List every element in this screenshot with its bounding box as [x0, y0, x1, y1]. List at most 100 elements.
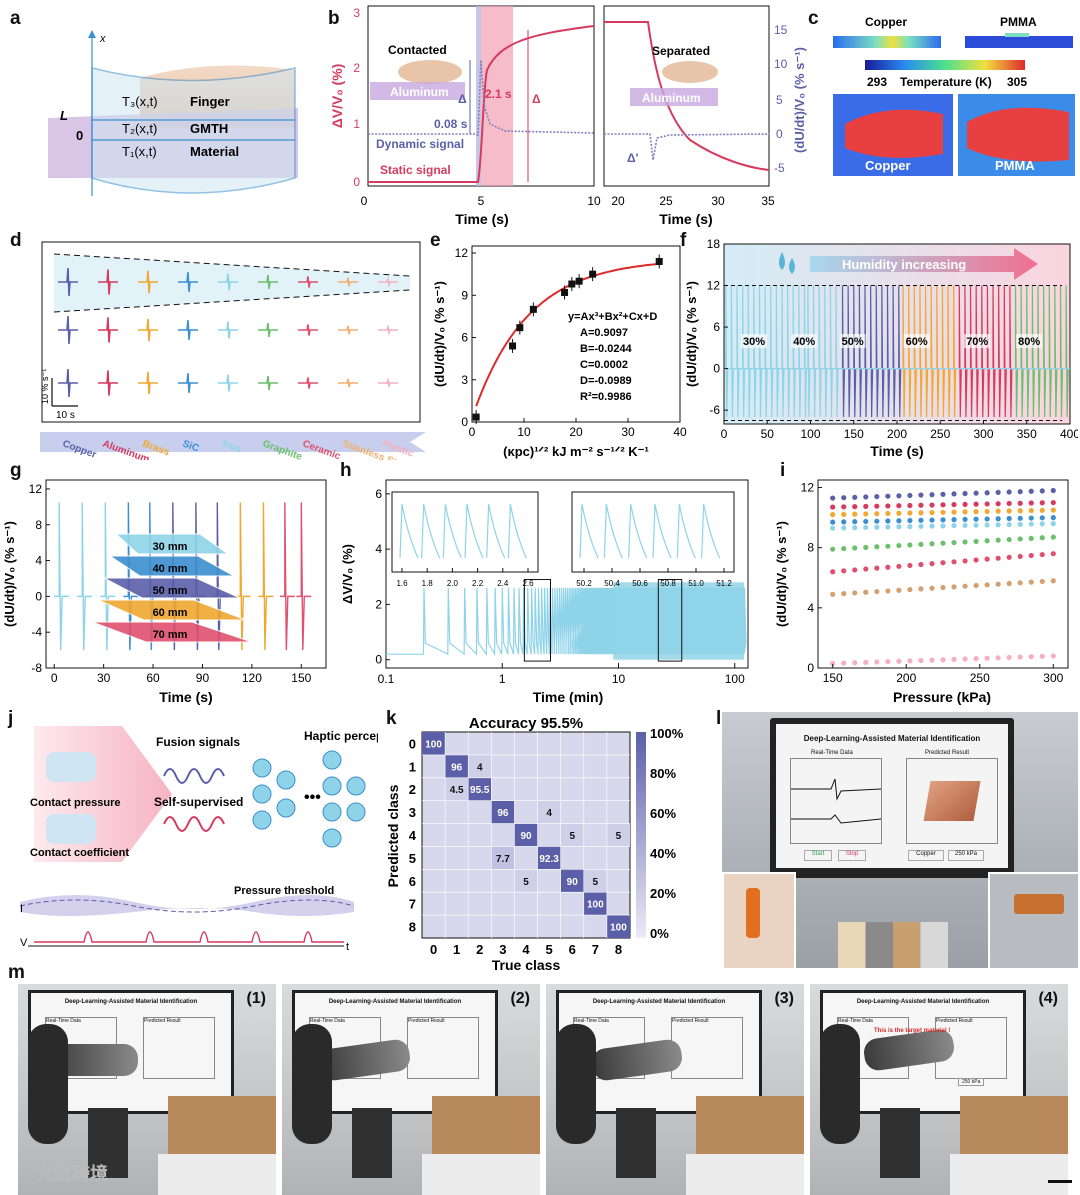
b-xtick-25: 25 — [659, 194, 673, 208]
panel-label-k: k — [386, 708, 397, 729]
k-cell-value: 90 — [567, 877, 579, 888]
m-monitor-stand — [880, 1108, 920, 1178]
i-data-point — [1017, 515, 1023, 521]
j-I-label: I — [20, 903, 23, 915]
k-xtick: 1 — [453, 942, 460, 957]
i-data-point — [918, 541, 924, 547]
i-data-point — [907, 562, 913, 569]
c-img-copper-label: Copper — [865, 158, 911, 173]
h-xtick-label: 0.1 — [378, 672, 395, 686]
k-xtick: 7 — [592, 942, 599, 957]
h-inset-2-signal — [579, 503, 721, 559]
g-ytick-label: 0 — [35, 589, 42, 603]
panel-l-photo: Deep-Learning-Assisted Material Identifi… — [722, 712, 1078, 968]
k-colorbar-tick: 60% — [650, 806, 676, 821]
k-cell-value: 96 — [451, 762, 463, 773]
h-inset1-tick-label: 1.8 — [422, 579, 434, 588]
i-data-point — [1050, 578, 1056, 584]
c-tmax: 305 — [1007, 75, 1027, 89]
i-data-point — [962, 490, 968, 497]
panel-label-j: j — [8, 708, 14, 729]
h-zoom-box-1 — [523, 579, 551, 662]
j-node — [276, 798, 296, 818]
i-data-point — [1006, 508, 1012, 514]
i-data-point — [852, 519, 858, 525]
i-data-point — [863, 589, 869, 595]
i-data-point — [940, 584, 946, 591]
f-title: Humidity increasing — [842, 257, 966, 272]
k-cell-value: 4 — [546, 808, 552, 819]
i-data-point — [973, 516, 979, 522]
e-ytick-label: 6 — [461, 331, 468, 345]
e-coef-a: A=0.9097 — [580, 327, 628, 339]
m-photo-2: Deep-Learning-Assisted Material Identifi… — [282, 984, 540, 1195]
b-t2-label: 2.1 s — [485, 87, 512, 101]
k-ytick: 8 — [409, 920, 416, 935]
b-ytick-2: 2 — [353, 61, 360, 75]
k-xtick: 8 — [615, 942, 622, 957]
d-signal-stainless-steel — [338, 378, 358, 388]
d-signal-copper — [58, 267, 78, 297]
g-signal — [296, 502, 312, 651]
i-data-point — [1039, 500, 1045, 506]
g-signal — [258, 502, 274, 651]
i-xtick-label: 200 — [896, 671, 916, 685]
h-dense-signal — [613, 582, 744, 660]
i-data-point — [973, 538, 979, 544]
i-data-point — [1006, 515, 1012, 522]
k-cell — [537, 846, 561, 870]
f-label-bg — [964, 334, 991, 349]
k-ytick: 5 — [409, 851, 416, 866]
j-node — [322, 802, 342, 822]
g-ytick-label: -4 — [31, 625, 42, 639]
e-frame — [471, 245, 681, 423]
k-cell-value: 100 — [610, 923, 627, 934]
i-data-point — [973, 557, 979, 563]
f-signal-50% — [841, 285, 902, 418]
i-data-point — [874, 518, 880, 524]
i-data-point — [951, 539, 957, 546]
e-xtick-label: 40 — [673, 425, 687, 439]
b-xtick-10: 10 — [587, 194, 601, 208]
f-humidity-label: 60% — [906, 336, 928, 348]
i-data-point — [962, 539, 968, 545]
i-data-point — [874, 503, 880, 509]
d-signal-brass — [138, 371, 158, 395]
m-box-base — [950, 1154, 1068, 1195]
d-signal-brass — [138, 270, 158, 294]
l-stop-button[interactable]: Stop — [838, 850, 866, 861]
i-data-point — [874, 511, 880, 517]
i-data-point — [973, 490, 979, 496]
i-data-point — [1039, 507, 1045, 513]
i-data-point — [1050, 653, 1056, 659]
d-signal-graphite — [258, 274, 278, 290]
panel-j-diagram: Contact pressure Contact coefficient Fus… — [19, 726, 378, 952]
k-cell — [468, 777, 492, 801]
l-start-button[interactable]: Start — [804, 850, 832, 861]
m-screen-title: Deep-Learning-Assisted Material Identifi… — [856, 999, 990, 1005]
i-data-point — [830, 569, 836, 575]
g-xtick-label: 90 — [196, 671, 210, 685]
i-data-point — [973, 501, 979, 507]
b-ytick-0: 0 — [353, 175, 360, 189]
j-node — [322, 776, 342, 796]
i-data-point — [863, 503, 869, 509]
h-inset-2 — [571, 491, 735, 573]
b-xtick-5: 5 — [478, 194, 485, 208]
d-signal-aluminum — [98, 370, 118, 396]
f-ytick-label: 6 — [713, 320, 720, 334]
i-data-point — [907, 658, 913, 664]
f-xtick-label: 300 — [973, 427, 993, 441]
i-data-point — [1017, 536, 1023, 542]
k-xtick: 6 — [569, 942, 576, 957]
e-coef-d: D=-0.0989 — [580, 375, 632, 387]
k-ylabel: Predicted class — [386, 784, 401, 887]
i-data-point — [907, 542, 913, 548]
f-xtick-label: 50 — [761, 427, 775, 441]
i-frame — [817, 479, 1069, 669]
panel-label-e: e — [430, 230, 441, 251]
k-ytick: 6 — [409, 874, 416, 889]
i-data-point — [951, 501, 957, 508]
b-dynamic-curve-left — [368, 59, 595, 137]
